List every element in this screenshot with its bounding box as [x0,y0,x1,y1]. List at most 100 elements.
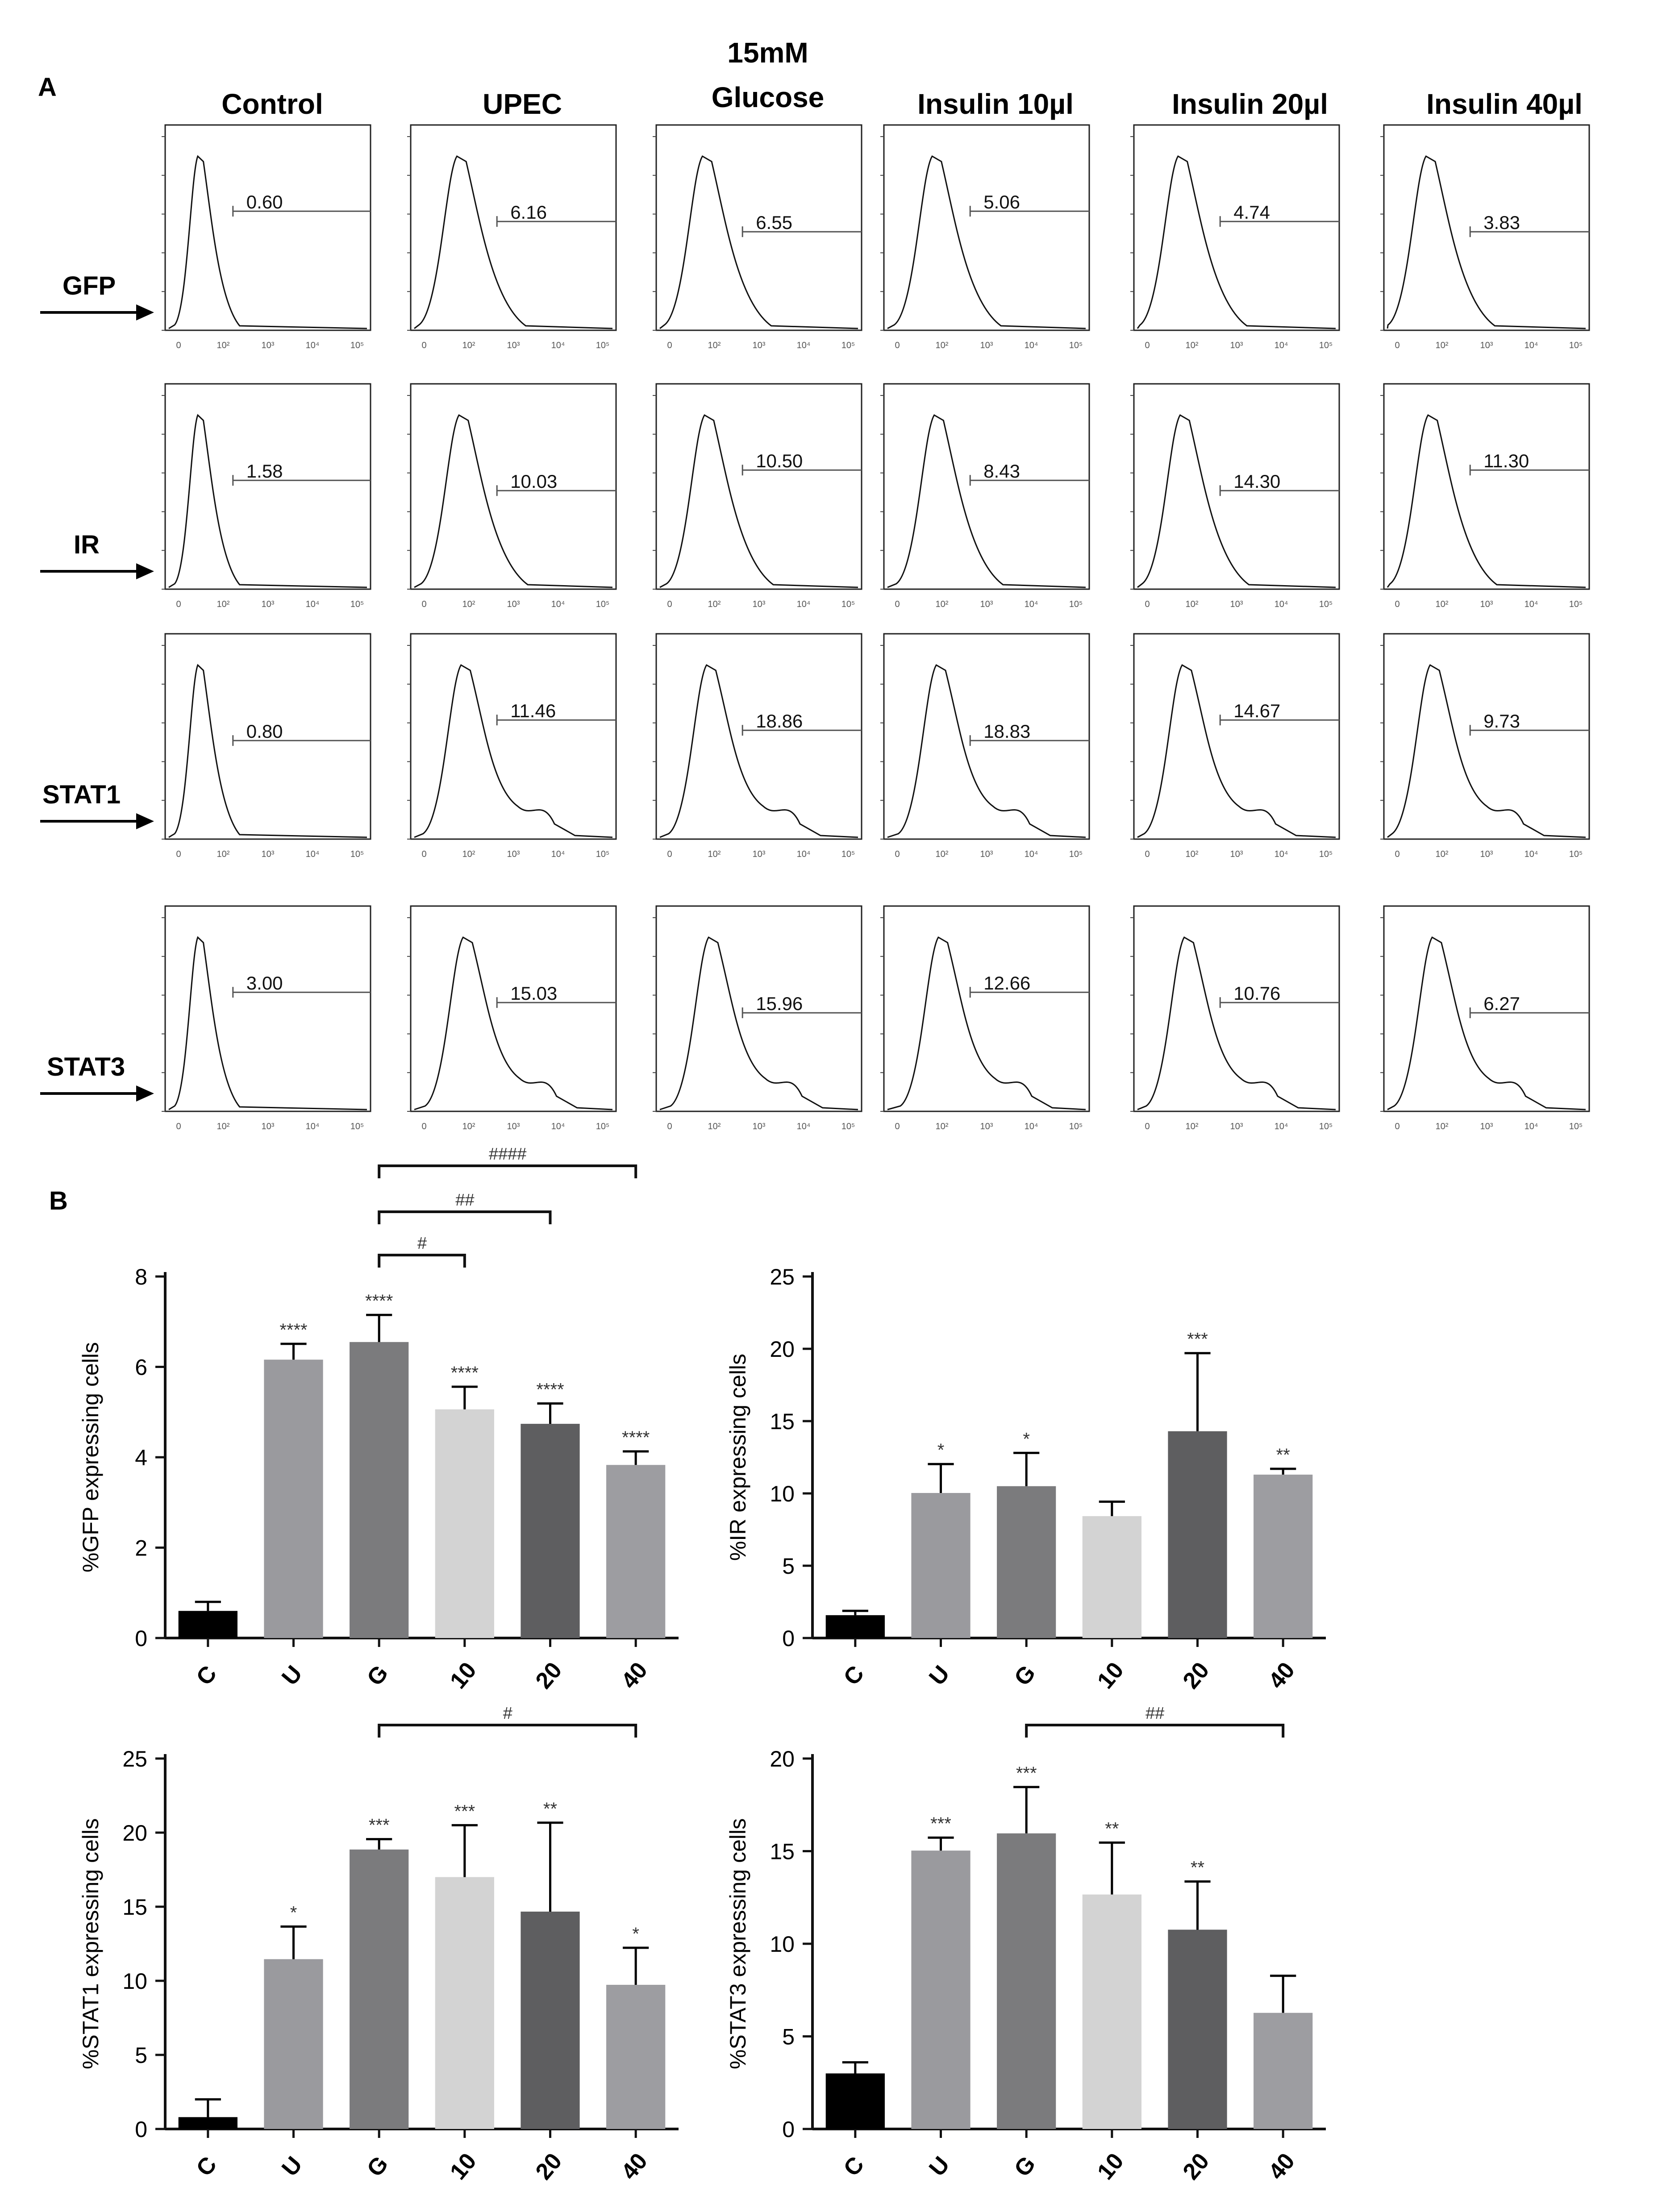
histogram-stat3-2: 0 10² 10³ 10⁴ 10⁵ 15.96 [653,905,862,1131]
histogram-frame [410,124,617,331]
histogram-frame [655,905,862,1112]
bar-40 [1254,1474,1313,1638]
histogram-x-tick-label: 10³ [980,1122,993,1131]
histogram-x-tick-label: 10⁵ [1569,599,1583,609]
histogram-x-tick-label: 0 [667,1122,672,1131]
histogram-stat3-5: 0 10² 10³ 10⁴ 10⁵ 6.27 [1380,905,1590,1131]
histogram-stat1-4: 0 10² 10³ 10⁴ 10⁵ 14.67 [1130,633,1340,859]
histogram-x-tick-label: 0 [421,599,426,609]
y-axis-label: %GFP expressing cells [78,1342,103,1572]
histogram-gfp-1: 0 10² 10³ 10⁴ 10⁵ 6.16 [407,124,617,350]
bar-G [350,1849,409,2129]
histogram-ir-5: 0 10² 10³ 10⁴ 10⁵ 11.30 [1380,383,1590,609]
row-label-ir: IR [74,530,100,559]
histogram-x-tick-label: 10³ [1230,341,1243,350]
bar-40 [606,1465,666,1638]
histogram-curve [168,936,367,1110]
bar-G [350,1342,409,1638]
histogram-curve [414,664,613,838]
histogram-x-tick-label: 10⁵ [596,1122,610,1131]
histogram-x-tick-label: 10² [217,1122,230,1131]
histogram-x-tick-label: 10⁵ [350,599,364,609]
gate-value: 0.80 [246,721,283,742]
histogram-x-tick-label: 10⁵ [350,341,364,350]
histogram-ir-0: 0 10² 10³ 10⁴ 10⁵ 1.58 [162,383,371,609]
bar-C [178,2117,237,2129]
histogram-x-tick-label: 10³ [1230,1122,1243,1131]
histogram-x-tick-label: 10³ [1230,849,1243,859]
histogram-x-tick-label: 10³ [753,341,766,350]
histogram-ir-2: 0 10² 10³ 10⁴ 10⁵ 10.50 [653,383,862,609]
histogram-curve [414,936,613,1110]
histogram-x-tick-label: 10³ [753,1122,766,1131]
gate-value: 3.83 [1483,212,1520,233]
histogram-frame [883,633,1090,840]
bar-10 [435,1877,494,2129]
histogram-x-tick-label: 10⁴ [1025,849,1038,859]
gate-value: 6.16 [510,202,547,223]
histogram-x-tick-label: 10³ [980,849,993,859]
panel-a-histograms: Control UPEC 15mM Glucose Insulin 10µl Insuli… [40,37,1590,1131]
histogram-x-tick-label: 10⁴ [797,599,811,609]
histogram-curve [1387,414,1586,588]
histogram-frame [164,124,371,331]
histogram-x-tick-label: 10² [1186,1122,1199,1131]
histogram-curve [1387,936,1586,1110]
histogram-x-tick-label: 10⁵ [350,1122,364,1131]
histogram-x-tick-label: 0 [895,341,900,350]
histogram-x-tick-label: 0 [1395,1122,1400,1131]
y-tick-label: 20 [770,1337,795,1362]
histogram-x-tick-label: 10⁵ [1069,599,1083,609]
histogram-x-tick-label: 10⁴ [1275,599,1288,609]
histogram-x-tick-label: 10² [1436,599,1449,609]
histogram-curve [887,414,1086,588]
significance-20: ** [543,1799,557,1819]
histogram-x-tick-label: 10² [1186,849,1199,859]
histogram-x-tick-label: 10³ [262,849,275,859]
histogram-x-tick-label: 10² [708,599,721,609]
y-tick-label: 0 [135,2117,147,2142]
histogram-x-tick-label: 10² [217,849,230,859]
histogram-x-tick-label: 0 [667,849,672,859]
significance-G: *** [1016,1763,1037,1783]
histogram-ir-1: 0 10² 10³ 10⁴ 10⁵ 10.03 [407,383,617,609]
bar-20 [1168,1431,1227,1638]
significance-U: * [290,1903,297,1922]
histogram-x-tick-label: 0 [895,1122,900,1131]
histogram-x-tick-label: 10⁵ [1069,1122,1083,1131]
comparison-bracket [378,1254,466,1268]
histogram-x-tick-label: 0 [421,849,426,859]
significance-U: *** [930,1814,951,1834]
y-axis-label: %IR expressing cells [725,1354,750,1561]
histogram-x-tick-label: 10⁵ [596,849,610,859]
gate-value: 1.58 [246,461,283,482]
histogram-x-tick-label: 10² [462,599,475,609]
histogram-x-tick-label: 10⁴ [1525,599,1538,609]
histogram-curve [168,155,367,329]
comparison-label: ## [455,1191,475,1210]
histogram-x-tick-label: 10² [217,341,230,350]
histogram-x-tick-label: 10⁵ [1069,849,1083,859]
histogram-x-tick-label: 10³ [1480,341,1493,350]
histogram-x-tick-label: 10² [1436,341,1449,350]
histogram-x-tick-label: 0 [1145,341,1150,350]
bar-20 [521,1911,580,2129]
histogram-x-tick-label: 10² [462,1122,475,1131]
gate-value: 18.83 [983,721,1030,742]
histogram-x-tick-label: 10³ [507,599,520,609]
histogram-x-tick-label: 10³ [980,341,993,350]
histogram-frame [1133,124,1340,331]
histogram-stat1-3: 0 10² 10³ 10⁴ 10⁵ 18.83 [880,633,1090,859]
significance-10: *** [454,1801,475,1821]
histogram-x-tick-label: 10² [1436,1122,1449,1131]
y-tick-label: 15 [122,1895,147,1920]
histogram-x-tick-label: 10³ [1480,599,1493,609]
histogram-x-tick-label: 10³ [507,1122,520,1131]
bar-10 [1082,1516,1141,1638]
histogram-curve [168,414,367,588]
histogram-x-tick-label: 10⁵ [1569,849,1583,859]
